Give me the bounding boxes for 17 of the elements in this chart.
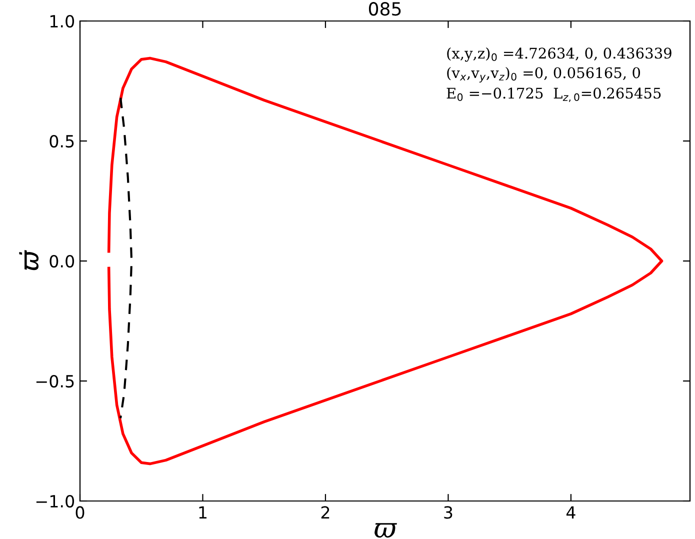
x-tick-label: 3 (444, 506, 452, 519)
x-tick-label: 1 (199, 506, 206, 519)
x-tick-label: 2 (321, 506, 330, 519)
y-tick-label: −1.0 (36, 494, 74, 508)
chart-title: 085 (368, 2, 401, 16)
x-tick-label: 0 (76, 506, 84, 519)
line-series (119, 96, 133, 420)
y-tick-label: 0.0 (50, 254, 74, 268)
text: (v$_{x}$,v$_{y}$,v$_{z}$)$_{0}$ =0, 0.056165, 0 (447, 66, 640, 83)
annotation: (x,y,z)$_{0}$ =4.72634, 0, 0.436339 (447, 47, 672, 62)
x-tick-label: 4 (566, 506, 576, 519)
y-tick-label: 0.5 (50, 134, 74, 148)
x-axis-title: ϖ (374, 523, 397, 538)
annotation: E$_{0}$ =−0.1725 L$_{z,0}$=0.265455 (446, 88, 661, 102)
y-tick-label: −0.5 (36, 374, 74, 388)
y-axis-title: ϖ̇ (19, 250, 39, 270)
y-tick-label: 1.0 (50, 14, 74, 28)
